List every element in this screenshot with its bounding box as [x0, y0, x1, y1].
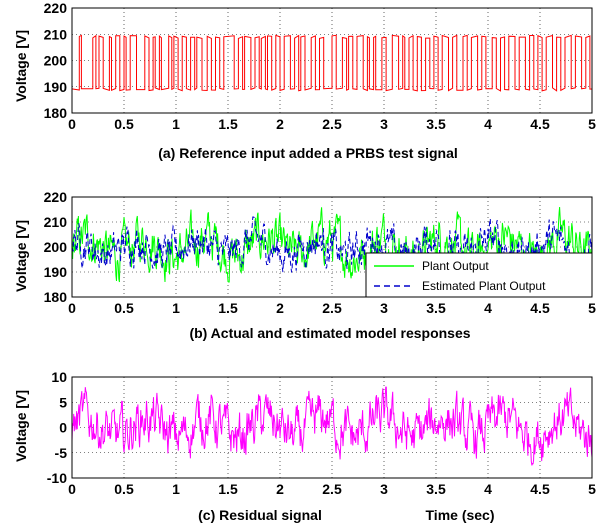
x-tick-label: 0.5	[114, 116, 134, 132]
x-tick-label: 4	[484, 481, 492, 497]
x-tick-label: 2	[276, 116, 284, 132]
legend: Plant Output Estimated Plant Output	[365, 252, 593, 298]
x-tick-label: 0	[68, 116, 76, 132]
y-tick-label: 210	[44, 214, 68, 230]
y-tick-label: 190	[44, 79, 68, 95]
x-tick-label: 1.5	[218, 116, 238, 132]
y-axis-label-a: Voltage [V]	[13, 30, 29, 102]
x-tick-label: 1.5	[218, 300, 238, 316]
series-line-0	[71, 206, 593, 283]
caption-c: (c) Residual signal	[198, 507, 322, 523]
x-tick-label: 3.5	[426, 300, 446, 316]
x-tick-label: 1	[172, 300, 180, 316]
x-tick-label: 5	[588, 481, 596, 497]
x-tick-label: 0	[68, 300, 76, 316]
x-tick-label: 3.5	[426, 481, 446, 497]
x-tick-label: 1	[172, 116, 180, 132]
panel-c: 0 0.5 1 1.5 2 2.5 3 3.5 4 4.5 5 -10 -5 0 5 10	[47, 369, 596, 497]
y-tick-label: 180	[44, 289, 68, 305]
x-tick-label: 4.5	[530, 300, 550, 316]
y-tick-label: 200	[44, 239, 68, 255]
x-tick-label: 1	[172, 481, 180, 497]
x-tick-label: 4	[484, 116, 492, 132]
x-tick-label: 4.5	[530, 116, 550, 132]
x-axis-label: Time (sec)	[426, 507, 495, 523]
y-axis-label-b: Voltage [V]	[13, 220, 29, 292]
caption-b: (b) Actual and estimated model responses	[189, 325, 470, 341]
legend-label-plant: Plant Output	[422, 259, 489, 273]
y-tick-label: 180	[44, 105, 68, 121]
y-tick-label: 5	[59, 394, 67, 410]
series-line-0	[71, 386, 593, 466]
y-axis-label-c: Voltage [V]	[13, 390, 29, 462]
x-tick-label: 3	[380, 481, 388, 497]
series-line-0	[71, 34, 593, 92]
axes-frame	[71, 376, 593, 479]
x-tick-label: 3.5	[426, 116, 446, 132]
x-tick-label: 3	[380, 116, 388, 132]
x-tick-label: 0	[68, 481, 76, 497]
y-tick-label: -5	[55, 445, 68, 461]
y-tick-label: 0	[59, 420, 67, 436]
x-tick-label: 4	[484, 300, 492, 316]
x-tick-label: 5	[588, 116, 596, 132]
x-tick-label: 3	[380, 300, 388, 316]
x-tick-label: 0.5	[114, 300, 134, 316]
y-tick-label: 10	[51, 369, 67, 385]
y-tick-label: 190	[44, 264, 68, 280]
panel-a: 0 0.5 1 1.5 2 2.5 3 3.5 4 4.5 5 180 190 200 210 220	[44, 0, 596, 132]
x-tick-label: 2.5	[322, 116, 342, 132]
axes-frame	[71, 7, 593, 114]
legend-box	[365, 252, 593, 298]
y-tick-label: -10	[47, 470, 67, 486]
x-tick-label: 2.5	[322, 481, 342, 497]
x-tick-label: 5	[588, 300, 596, 316]
x-tick-label: 4.5	[530, 481, 550, 497]
legend-label-estimated: Estimated Plant Output	[422, 279, 546, 293]
axes-frame	[71, 196, 593, 298]
x-tick-label: 1.5	[218, 481, 238, 497]
caption-a: (a) Reference input added a PRBS test si…	[158, 145, 458, 161]
x-tick-label: 2	[276, 481, 284, 497]
y-tick-label: 200	[44, 53, 68, 69]
y-tick-label: 210	[44, 26, 68, 42]
x-tick-label: 0.5	[114, 481, 134, 497]
x-tick-label: 2.5	[322, 300, 342, 316]
y-tick-label: 220	[44, 0, 68, 16]
y-tick-label: 220	[44, 189, 68, 205]
x-tick-label: 2	[276, 300, 284, 316]
series-line-1	[71, 216, 593, 276]
